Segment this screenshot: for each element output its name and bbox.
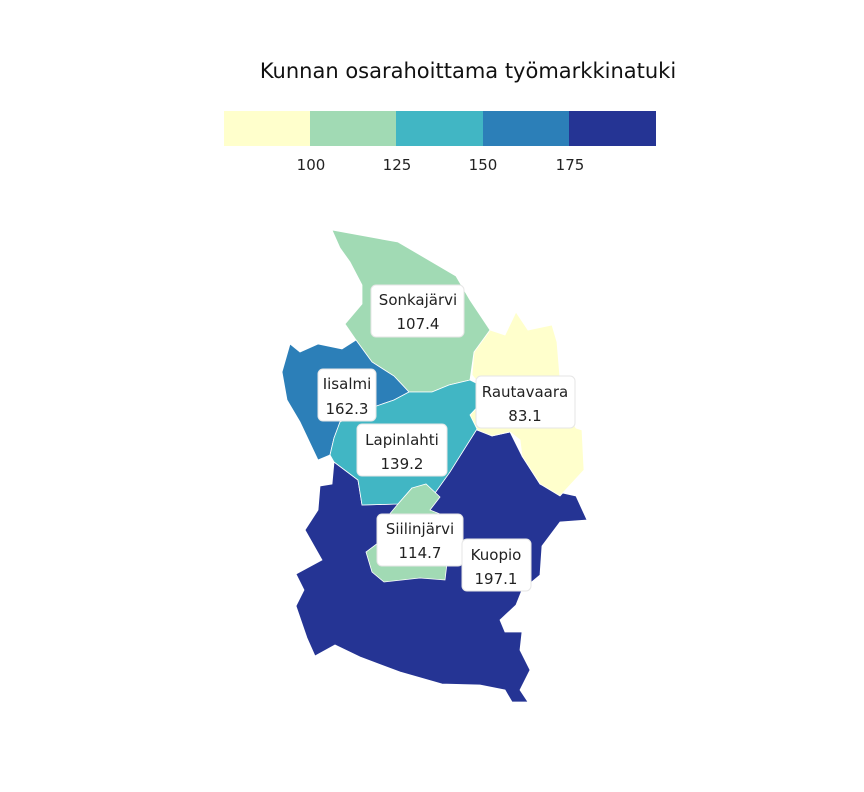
legend-tick-label: 125 xyxy=(383,156,412,174)
color-legend: 100 125 150 175 xyxy=(224,111,656,174)
region-name: Rautavaara xyxy=(482,383,568,401)
region-value: 114.7 xyxy=(399,544,442,562)
legend-tick-label: 150 xyxy=(469,156,498,174)
region-name: Kuopio xyxy=(471,546,522,564)
label-iisalmi: Iisalmi 162.3 xyxy=(317,368,377,422)
region-value: 83.1 xyxy=(508,407,541,425)
label-kuopio: Kuopio 197.1 xyxy=(461,538,532,592)
legend-tick-label: 100 xyxy=(297,156,326,174)
region-name: Lapinlahti xyxy=(365,431,439,449)
region-value: 162.3 xyxy=(326,400,369,418)
region-value: 107.4 xyxy=(397,315,440,333)
region-name: Siilinjärvi xyxy=(386,520,454,538)
legend-swatch-3 xyxy=(396,111,483,146)
region-value: 197.1 xyxy=(475,570,518,588)
legend-swatch-5 xyxy=(569,111,656,146)
region-value: 139.2 xyxy=(381,455,424,473)
label-box xyxy=(376,513,464,567)
label-sonkajarvi: Sonkajärvi 107.4 xyxy=(370,284,465,338)
region-name: Iisalmi xyxy=(323,375,372,393)
region-labels: Sonkajärvi 107.4 Rautavaara 83.1 Iisalmi… xyxy=(317,284,576,592)
legend-swatch-2 xyxy=(310,111,397,146)
region-name: Sonkajärvi xyxy=(379,291,457,309)
map-title: Kunnan osarahoittama työmarkkinatuki xyxy=(260,59,676,83)
label-rautavaara: Rautavaara 83.1 xyxy=(475,375,576,429)
label-box xyxy=(356,423,448,477)
label-box xyxy=(317,368,377,422)
label-box xyxy=(461,538,532,592)
legend-tick-label: 175 xyxy=(556,156,585,174)
label-lapinlahti: Lapinlahti 139.2 xyxy=(356,423,448,477)
label-box xyxy=(475,375,576,429)
label-box xyxy=(370,284,465,338)
label-siilinjarvi: Siilinjärvi 114.7 xyxy=(376,513,464,567)
legend-swatch-1 xyxy=(224,111,311,146)
legend-swatch-4 xyxy=(483,111,570,146)
